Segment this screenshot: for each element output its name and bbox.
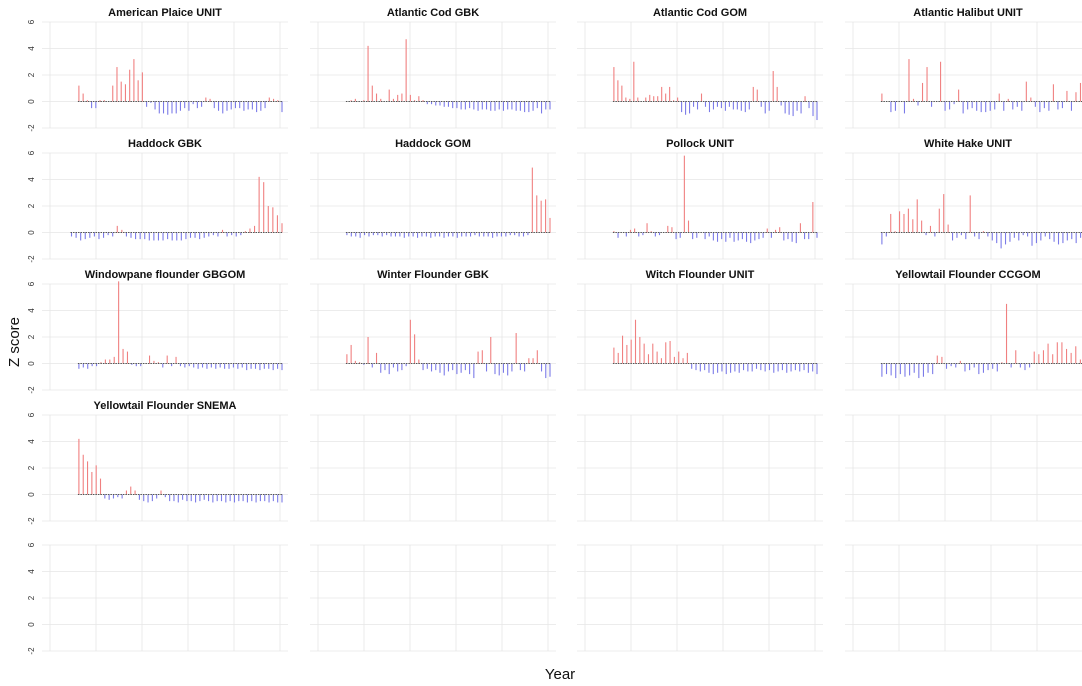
panel: Yellowtail Flounder CCGOM xyxy=(845,269,1082,391)
y-tick-label: 2 xyxy=(27,72,36,77)
panel-title: Windowpane flounder GBGOM xyxy=(85,269,246,281)
y-tick-label: 0 xyxy=(27,492,36,497)
y-tick-label: 0 xyxy=(27,230,36,235)
panel xyxy=(310,544,556,652)
panel-title: Witch Flounder UNIT xyxy=(646,269,755,281)
x-axis-title: Year xyxy=(545,666,575,683)
y-tick-label: 6 xyxy=(27,542,36,547)
panel xyxy=(577,414,823,522)
panel: White Hake UNIT xyxy=(845,138,1082,260)
y-tick-label: -2 xyxy=(27,255,36,263)
panel xyxy=(577,544,823,652)
panel-title: White Hake UNIT xyxy=(924,138,1012,150)
panel: Haddock GOM xyxy=(310,138,556,260)
panel-title: Yellowtail Flounder CCGOM xyxy=(895,269,1040,281)
panel: -2 0 2 4 6 Yellowtail Flounder SNEMA xyxy=(27,400,288,525)
y-tick-label: 4 xyxy=(27,439,36,444)
panel-title: Haddock GBK xyxy=(128,138,202,150)
y-tick-label: 0 xyxy=(27,361,36,366)
y-tick-label: 0 xyxy=(27,622,36,627)
panel: Witch Flounder UNIT xyxy=(577,269,823,391)
panel: -2 0 2 4 6 Haddock GBK xyxy=(27,138,288,263)
y-tick-label: -2 xyxy=(27,647,36,655)
panel-title: Haddock GOM xyxy=(395,138,471,150)
panel-title: Atlantic Cod GBK xyxy=(387,7,479,19)
y-tick-label: 6 xyxy=(27,281,36,286)
y-tick-label: 2 xyxy=(27,334,36,339)
y-tick-label: 2 xyxy=(27,465,36,470)
panel-title: Atlantic Cod GOM xyxy=(653,7,747,19)
panel xyxy=(845,544,1082,652)
y-tick-label: 4 xyxy=(27,46,36,51)
y-tick-label: -2 xyxy=(27,386,36,394)
panel xyxy=(845,414,1082,522)
y-tick-label: -2 xyxy=(27,517,36,525)
y-tick-label: 2 xyxy=(27,595,36,600)
panel xyxy=(310,414,556,522)
panel-title: Pollock UNIT xyxy=(666,138,734,150)
panel-title: American Plaice UNIT xyxy=(108,7,222,19)
panel: Winter Flounder GBK xyxy=(310,269,556,391)
y-tick-label: 4 xyxy=(27,177,36,182)
y-tick-label: 6 xyxy=(27,412,36,417)
panel: -2 0 2 4 6 xyxy=(27,542,288,655)
y-tick-label: 0 xyxy=(27,99,36,104)
y-tick-label: 6 xyxy=(27,19,36,24)
y-tick-label: -2 xyxy=(27,124,36,132)
panel: Atlantic Halibut UNIT xyxy=(845,7,1082,129)
y-tick-label: 2 xyxy=(27,203,36,208)
panel: Atlantic Cod GOM xyxy=(577,7,823,129)
panel-title: Atlantic Halibut UNIT xyxy=(913,7,1023,19)
panel-title: Yellowtail Flounder SNEMA xyxy=(93,400,236,412)
panels-layer: -2 0 2 4 6 American Plaice UNIT Atlantic Cod G… xyxy=(27,7,1082,655)
panel: -2 0 2 4 6 American Plaice UNIT xyxy=(27,7,288,132)
panel: Atlantic Cod GBK xyxy=(310,7,556,129)
y-tick-label: 4 xyxy=(27,569,36,574)
panel-title: Winter Flounder GBK xyxy=(377,269,489,281)
y-tick-label: 6 xyxy=(27,150,36,155)
y-tick-label: 4 xyxy=(27,308,36,313)
panel: -2 0 2 4 6 Windowpane flounder GBGOM xyxy=(27,269,288,394)
y-axis-title: Z score xyxy=(6,317,23,367)
panel: Pollock UNIT xyxy=(577,138,823,260)
